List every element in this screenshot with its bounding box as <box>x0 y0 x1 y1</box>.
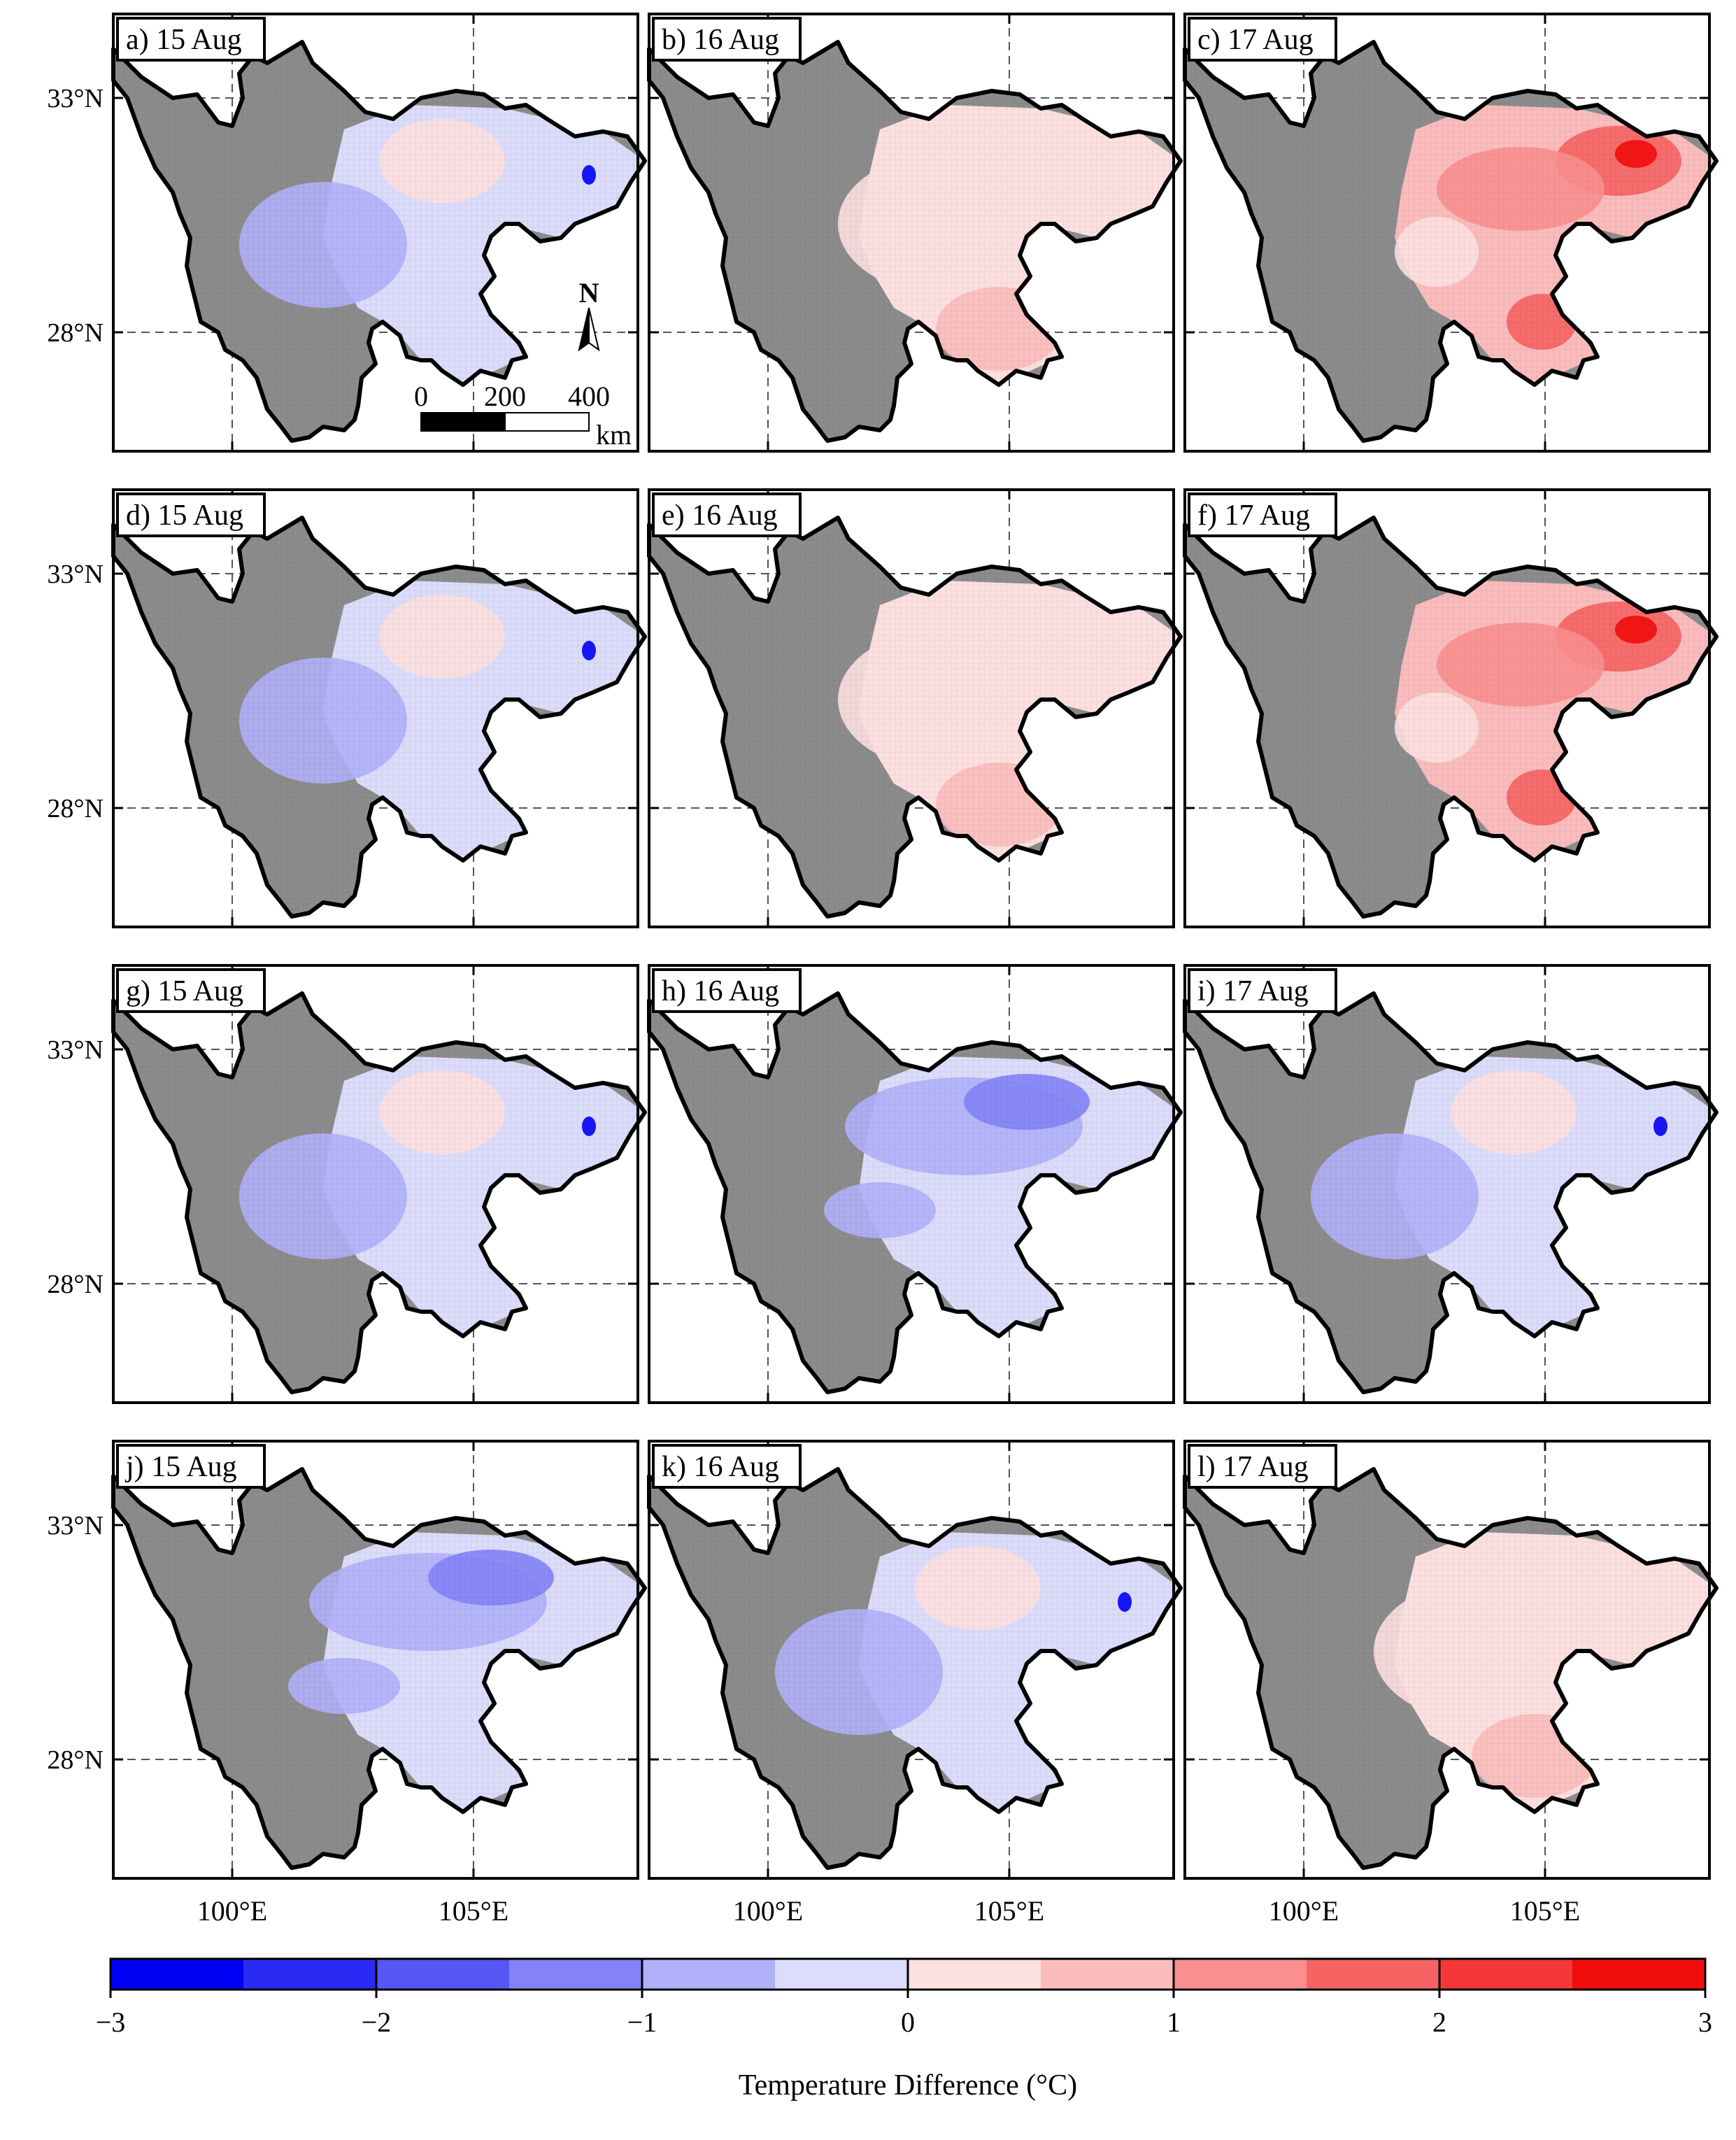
panel-label-box <box>652 968 802 1013</box>
latitude-label: 33°N <box>47 1035 104 1065</box>
panel-frame <box>112 13 639 453</box>
panel-label-box <box>652 17 802 62</box>
colorbar-segment <box>1439 1959 1573 1990</box>
map-panel-h: h) 16 Aug <box>648 964 1181 1404</box>
colorbar-title: Temperature Difference (°C) <box>739 2069 1077 2102</box>
latitude-label: 28°N <box>47 1745 104 1775</box>
map-panel-e: e) 16 Aug <box>648 488 1181 928</box>
north-arrow-icon: N <box>578 277 600 352</box>
colorbar-tick-label: 2 <box>1432 2006 1446 2038</box>
colorbar: −3 −2 −1 0 1 2 3 Temperature Difference (°C) <box>96 1957 1712 2102</box>
colorbar-tick-label: −2 <box>362 2006 392 2038</box>
panel-frame <box>648 1440 1175 1880</box>
panel-frame <box>112 488 639 928</box>
scale-bar: 0 200 400 km <box>414 381 632 451</box>
longitude-label: 105°E <box>1510 1895 1580 1927</box>
map-panel-b: b) 16 Aug <box>648 13 1181 453</box>
panel-label: f) 17 Aug <box>1197 499 1310 532</box>
colorbar-segment <box>509 1959 643 1990</box>
panel-label-box <box>1188 493 1337 537</box>
colorbar-segment <box>642 1959 776 1990</box>
longitude-label: 100°E <box>1269 1895 1339 1927</box>
latitude-label: 33°N <box>47 84 104 113</box>
latitude-label: 28°N <box>47 1270 104 1299</box>
north-arrow-label: N <box>579 277 599 309</box>
panel-label-box <box>652 493 802 537</box>
map-panel-l: l) 17 Aug 100°E 105°E <box>1183 1440 1716 1927</box>
latitude-label: 28°N <box>47 794 104 823</box>
panel-label: b) 16 Aug <box>662 24 779 56</box>
panel-label-box <box>116 17 266 62</box>
longitude-label: 100°E <box>733 1895 803 1927</box>
panel-label-box <box>652 1444 802 1489</box>
panel-label: a) 15 Aug <box>126 24 242 56</box>
colorbar-segment <box>775 1959 909 1990</box>
panel-label: i) 17 Aug <box>1197 975 1309 1007</box>
panel-label: e) 16 Aug <box>662 499 778 532</box>
colorbar-tick-label: 0 <box>901 2006 915 2038</box>
map-panel-i: i) 17 Aug <box>1183 964 1716 1404</box>
panel-frame <box>1183 964 1711 1404</box>
panel-frame <box>1183 13 1711 453</box>
map-panel-g: g) 15 Aug 33°N 28°N <box>47 964 645 1404</box>
colorbar-segment <box>376 1959 510 1990</box>
panel-frame <box>112 964 639 1404</box>
panel-label: h) 16 Aug <box>662 975 779 1007</box>
map-panel-a: a) 15 Aug 33°N 28°N 0 200 400 km N <box>47 13 645 453</box>
map-panel-k: k) 16 Aug 100°E 105°E <box>648 1440 1181 1927</box>
colorbar-tick-label: 1 <box>1167 2006 1181 2038</box>
panel-label: g) 15 Aug <box>126 975 243 1007</box>
map-panel-f: f) 17 Aug <box>1183 488 1716 928</box>
panel-label-box <box>1188 17 1337 62</box>
panel-frame <box>648 964 1175 1404</box>
scale-bar-tick: 400 <box>568 381 610 412</box>
panel-frame <box>1183 1440 1711 1880</box>
latitude-label: 33°N <box>47 560 104 589</box>
colorbar-segment <box>1041 1959 1174 1990</box>
colorbar-segment <box>1174 1959 1307 1990</box>
panel-label-box <box>116 968 266 1013</box>
panel-frame <box>1183 488 1711 928</box>
colorbar-segment <box>111 1959 244 1990</box>
panel-label: k) 16 Aug <box>662 1451 779 1483</box>
scale-bar-unit: km <box>596 419 632 451</box>
panel-label-box <box>1188 968 1337 1013</box>
panel-label-box <box>116 1444 266 1489</box>
panel-label: l) 17 Aug <box>1197 1451 1309 1483</box>
scale-bar-tick: 0 <box>414 381 428 412</box>
colorbar-segment <box>908 1959 1041 1990</box>
latitude-label: 33°N <box>47 1511 104 1540</box>
map-panel-c: c) 17 Aug <box>1183 13 1716 453</box>
scale-bar-tick: 200 <box>484 381 526 412</box>
colorbar-segment <box>243 1959 377 1990</box>
panel-label: j) 15 Aug <box>124 1451 237 1483</box>
colorbar-tick-label: −1 <box>627 2006 657 2038</box>
longitude-label: 105°E <box>974 1895 1044 1927</box>
colorbar-tick-label: −3 <box>96 2006 126 2038</box>
map-panel-d: d) 15 Aug 33°N 28°N <box>47 488 645 928</box>
colorbar-segment <box>1572 1959 1706 1990</box>
panel-frame <box>112 1440 639 1880</box>
map-panel-j: j) 15 Aug 33°N 28°N 100°E 105°E <box>47 1440 645 1927</box>
colorbar-tick-label: 3 <box>1698 2006 1712 2038</box>
longitude-label: 100°E <box>197 1895 267 1927</box>
latitude-label: 28°N <box>47 318 104 348</box>
panel-label-box <box>116 493 266 537</box>
panel-frame <box>648 13 1175 453</box>
panel-label: d) 15 Aug <box>126 499 243 532</box>
colorbar-segment <box>1307 1959 1440 1990</box>
panel-label-box <box>1188 1444 1337 1489</box>
panel-frame <box>648 488 1175 928</box>
panel-label: c) 17 Aug <box>1197 24 1314 56</box>
longitude-label: 105°E <box>439 1895 508 1927</box>
